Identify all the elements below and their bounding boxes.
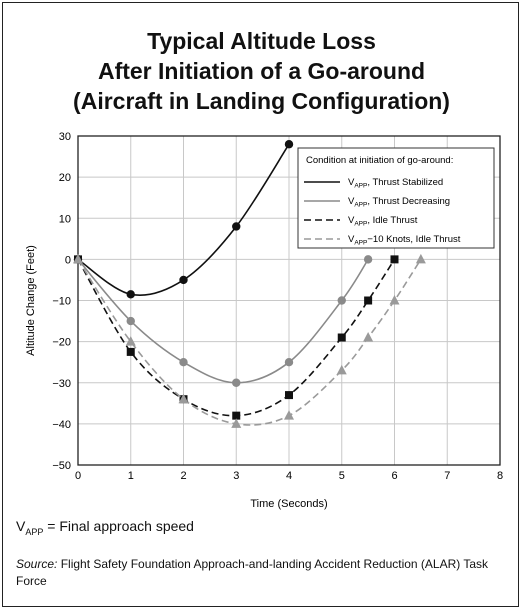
legend-label-2: VAPP, Thrust Decreasing	[348, 196, 450, 209]
series-3-marker	[390, 255, 399, 264]
series-4-marker	[363, 332, 374, 342]
legend-box	[297, 147, 495, 249]
footnote-symbol: V	[16, 518, 26, 534]
x-axis-label: Time (Seconds)	[250, 498, 327, 510]
y-axis-label: Altitude Change (Feet)	[25, 245, 37, 356]
footnote-text: = Final approach speed	[43, 518, 194, 534]
y-tick-label: −40	[52, 419, 71, 431]
x-tick-label: 8	[497, 470, 503, 482]
y-tick-label: −20	[52, 337, 71, 349]
x-tick-label: 4	[286, 470, 292, 482]
chart-title-line-2: After Initiation of a Go-around	[97, 58, 426, 84]
series-2-marker	[232, 378, 241, 387]
series-4-marker	[415, 253, 426, 264]
legend-label-1: VAPP, Thrust Stabilized	[348, 177, 443, 190]
legend-label-4: VAPP−10 Knots, Idle Thrust	[348, 234, 461, 247]
series-4-marker	[231, 418, 242, 428]
series-1-marker	[232, 222, 241, 231]
x-tick-label: 0	[75, 470, 81, 482]
y-tick-label: 30	[59, 131, 71, 143]
x-tick-label: 6	[391, 470, 397, 482]
legend-label-3: VAPP, Idle Thrust	[348, 215, 418, 228]
source-prefix: Source:	[16, 557, 58, 571]
series-1-marker	[126, 290, 135, 299]
series-3-marker	[232, 411, 241, 420]
x-tick-label: 7	[444, 470, 450, 482]
source-text: Flight Safety Foundation Approach-and-la…	[16, 557, 489, 588]
series-3-marker	[285, 391, 293, 400]
series-2-marker	[126, 316, 135, 326]
series-3-marker	[364, 296, 373, 305]
series-2-marker	[179, 357, 188, 367]
series-2-marker	[337, 296, 346, 305]
series-4-marker	[125, 336, 136, 346]
series-1-marker	[179, 275, 188, 285]
figure-frame	[2, 2, 519, 607]
x-tick-label: 1	[128, 470, 134, 482]
y-tick-label: 0	[65, 254, 71, 266]
series-2-marker	[284, 357, 294, 367]
series-3-marker	[126, 347, 135, 356]
series-1-marker	[284, 140, 294, 149]
series-3-marker	[337, 333, 346, 342]
y-tick-label: 10	[59, 213, 71, 225]
chart-title-line-1: Typical Altitude Loss	[147, 28, 376, 54]
y-tick-label: 20	[59, 172, 71, 184]
chart-title-line-3: (Aircraft in Landing Configuration)	[73, 88, 450, 114]
x-tick-label: 5	[339, 470, 345, 482]
series-2-marker	[363, 255, 373, 264]
legend: Condition at initiation of go-around: VAP…	[297, 147, 495, 249]
plot-area-border	[77, 135, 501, 466]
y-tick-label: −30	[52, 378, 71, 390]
series-4-marker	[389, 295, 400, 305]
footnote: VAPP = Final approach speed	[16, 518, 194, 537]
legend-title: Condition at initiation of go-around:	[306, 155, 453, 166]
series-4-marker	[284, 410, 294, 420]
series-4-marker	[336, 364, 347, 375]
source-note: Source: Flight Safety Foundation Approac…	[16, 556, 496, 590]
y-tick-label: −10	[52, 296, 71, 308]
y-tick-label: −50	[52, 460, 71, 472]
x-tick-label: 3	[233, 470, 239, 482]
footnote-subscript: APP	[25, 526, 44, 537]
series-4-marker	[73, 253, 83, 264]
x-tick-label: 2	[180, 470, 186, 482]
series-line-2	[77, 258, 369, 384]
series-4-marker	[178, 393, 189, 404]
